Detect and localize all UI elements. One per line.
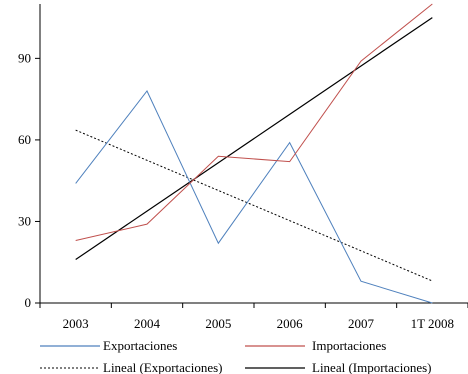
x-tick-label: 2004 <box>134 316 161 331</box>
legend-label-lineal-exportaciones: Lineal (Exportaciones) <box>103 360 222 374</box>
series-line-exportaciones <box>75 90 433 304</box>
x-tick-label: 2003 <box>63 316 89 331</box>
chart-legend: Exportaciones Importaciones Lineal (Expo… <box>40 338 431 374</box>
legend-label-exportaciones: Exportaciones <box>103 338 177 353</box>
y-tick-label: 0 <box>25 295 32 310</box>
x-tick-label: 1T 2008 <box>411 316 454 331</box>
y-tick-label: 90 <box>18 50 31 65</box>
series-line-lineal-importaciones <box>75 17 433 261</box>
legend-entry-lineal-exportaciones: Lineal (Exportaciones) <box>40 360 222 374</box>
legend-label-importaciones: Importaciones <box>312 338 386 353</box>
plot-area <box>75 3 433 304</box>
legend-entry-importaciones: Importaciones <box>245 338 386 353</box>
chart-axes: 0 30 60 90 2003 2004 2005 2006 2007 1T 2008 <box>18 4 468 331</box>
y-tick-label: 30 <box>18 213 31 228</box>
series-line-importaciones <box>75 3 433 241</box>
legend-entry-lineal-importaciones: Lineal (Importaciones) <box>245 360 431 374</box>
legend-label-lineal-importaciones: Lineal (Importaciones) <box>312 360 431 374</box>
x-tick-label: 2007 <box>348 316 375 331</box>
legend-entry-exportaciones: Exportaciones <box>40 338 177 353</box>
x-tick-label: 2006 <box>277 316 304 331</box>
series-line-lineal-exportaciones <box>75 129 433 282</box>
x-tick-label: 2005 <box>205 316 231 331</box>
y-tick-label: 60 <box>18 132 31 147</box>
